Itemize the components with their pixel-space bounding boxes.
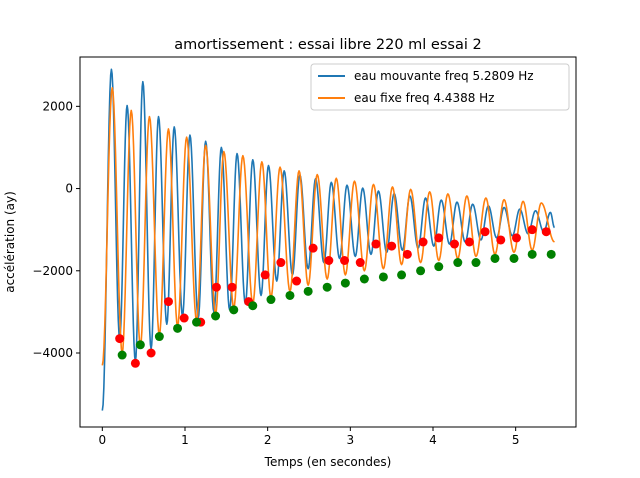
green-point (416, 266, 426, 276)
legend-label-eau-mouvante: eau mouvante freq 5.2809 Hz (354, 69, 534, 83)
red-point (324, 256, 334, 265)
x-axis-label: Temps (en secondes) (264, 455, 392, 469)
red-point (340, 256, 350, 265)
green-point (173, 323, 183, 333)
x-tick-label: 3 (346, 433, 354, 447)
green-point (211, 311, 221, 321)
red-point (179, 313, 189, 323)
y-axis-label: accélération (ay) (3, 191, 17, 293)
marker-layer (115, 225, 556, 368)
red-point (371, 239, 381, 249)
red-point (163, 297, 173, 307)
y-tick-label: 2000 (42, 99, 73, 113)
green-point (248, 301, 258, 311)
red-point (541, 227, 551, 237)
red-point (464, 237, 474, 247)
x-tick-label: 0 (98, 433, 106, 447)
green-point (192, 317, 202, 327)
red-point (355, 258, 365, 268)
y-tick-label: −2000 (32, 264, 73, 278)
chart-title: amortissement : essai libre 220 ml essai… (174, 37, 481, 53)
legend: eau mouvante freq 5.2809 Hz eau fixe fre… (310, 63, 570, 111)
red-point (130, 358, 140, 368)
red-point (496, 235, 506, 245)
green-point (285, 290, 295, 300)
green-point (135, 340, 145, 350)
red-point (418, 237, 428, 247)
red-point (115, 334, 125, 344)
red-point (527, 225, 537, 235)
red-point (387, 241, 397, 251)
green-point (453, 258, 463, 268)
red-point (449, 239, 459, 249)
y-axis: −4000 −2000 0 2000 (32, 99, 80, 360)
green-point (266, 295, 276, 305)
legend-label-eau-fixe: eau fixe freq 4.4388 Hz (354, 91, 494, 105)
red-point (511, 233, 521, 243)
red-point (402, 249, 412, 259)
x-tick-label: 5 (512, 433, 520, 447)
red-point (276, 258, 286, 268)
plot-frame (79, 56, 577, 428)
x-tick-label: 2 (264, 433, 272, 447)
green-point (397, 270, 407, 280)
x-axis: 0 1 2 3 4 5 (98, 427, 519, 447)
green-point (229, 305, 239, 315)
green-point (322, 282, 332, 292)
x-tick-label: 1 (181, 433, 189, 447)
green-point (434, 262, 444, 272)
red-point (308, 243, 318, 253)
green-point (154, 332, 164, 342)
red-point (480, 227, 490, 237)
green-point (546, 249, 556, 259)
green-point (117, 350, 127, 360)
y-tick-label: −4000 (32, 346, 73, 360)
red-point (260, 270, 270, 280)
red-point (211, 282, 221, 292)
x-tick-label: 4 (429, 433, 437, 447)
legend-box (310, 63, 570, 111)
y-tick-label: 0 (65, 182, 73, 196)
red-point (146, 348, 156, 358)
green-point (359, 274, 369, 284)
green-point (340, 278, 350, 288)
red-point (434, 233, 444, 243)
green-point (378, 272, 388, 282)
red-point (227, 282, 237, 292)
green-point (471, 258, 481, 268)
green-point (509, 253, 519, 263)
green-point (490, 253, 500, 263)
red-point (292, 276, 302, 286)
green-point (527, 249, 537, 259)
green-point (303, 286, 313, 296)
